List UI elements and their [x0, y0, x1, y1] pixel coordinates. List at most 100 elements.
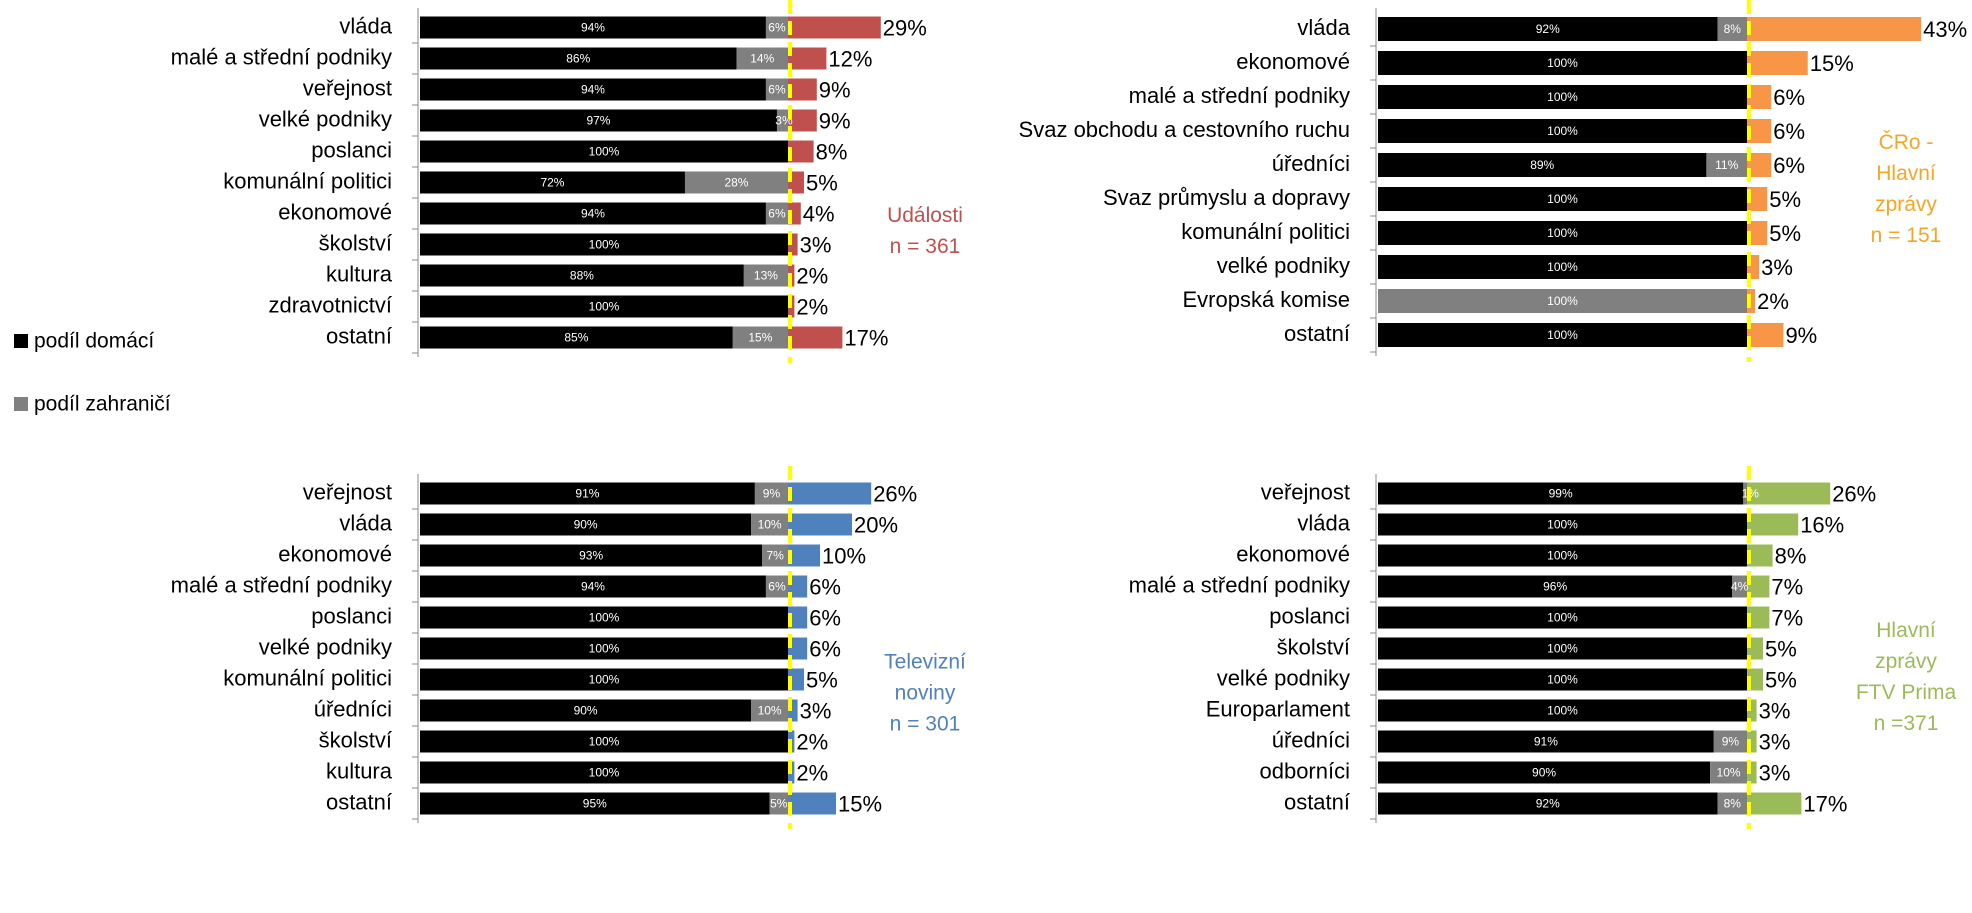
- bar-total: [788, 78, 817, 101]
- category-label: kultura: [326, 261, 393, 286]
- total-value-label: 2%: [796, 760, 828, 785]
- total-value-label: 8%: [1775, 543, 1807, 568]
- bar-foreign: [762, 544, 788, 567]
- bar-domestic: [1378, 119, 1747, 143]
- total-value-label: 3%: [1759, 760, 1791, 785]
- total-value-label: 26%: [873, 481, 917, 506]
- total-value-label: 5%: [806, 667, 838, 692]
- bar-foreign: [1717, 792, 1747, 815]
- total-value-label: 3%: [1759, 729, 1791, 754]
- foreign-value-label: 15%: [748, 331, 772, 345]
- bar-total: [1747, 221, 1768, 245]
- total-value-label: 5%: [1769, 187, 1801, 212]
- domestic-value-label: 96%: [1543, 580, 1567, 594]
- category-label: ekonomové: [1236, 541, 1350, 566]
- panel-title-line: Hlavní: [1876, 619, 1936, 642]
- domestic-value-label: 94%: [581, 83, 605, 97]
- domestic-value-label: 100%: [589, 145, 620, 159]
- foreign-value-label: 8%: [1724, 22, 1742, 36]
- bar-domestic: [420, 16, 766, 39]
- total-value-label: 9%: [819, 108, 851, 133]
- foreign-value-label: 7%: [766, 549, 784, 563]
- bar-foreign: [765, 202, 788, 225]
- foreign-value-label: 9%: [1722, 735, 1740, 749]
- bar-domestic: [420, 730, 788, 753]
- bar-domestic: [1378, 482, 1744, 505]
- total-value-label: 6%: [809, 574, 841, 599]
- domestic-value-label: 100%: [1547, 673, 1578, 687]
- bar-domestic: [420, 792, 770, 815]
- bar-foreign: [754, 482, 788, 505]
- bar-total: [1747, 17, 1922, 41]
- total-value-label: 6%: [1773, 85, 1805, 110]
- total-value-label: 5%: [1765, 667, 1797, 692]
- bar-domestic: [1378, 51, 1747, 75]
- bar-domestic: [420, 575, 766, 598]
- bar-domestic: [1378, 221, 1747, 245]
- domestic-value-label: 100%: [1547, 704, 1578, 718]
- bar-total: [1747, 575, 1770, 598]
- legend-swatch: [14, 397, 28, 411]
- foreign-value-label: 9%: [763, 487, 781, 501]
- bar-total: [788, 544, 820, 567]
- total-value-label: 12%: [828, 46, 872, 71]
- bar-domestic: [1378, 255, 1747, 279]
- category-label: vláda: [339, 510, 392, 535]
- bar-domestic: [420, 47, 737, 70]
- category-label: malé a střední podniky: [1129, 83, 1350, 108]
- bar-domestic: [1378, 544, 1747, 567]
- domestic-value-label: 94%: [581, 580, 605, 594]
- domestic-value-label: 100%: [589, 642, 620, 656]
- bar-domestic: [420, 78, 766, 101]
- foreign-value-label: 4%: [1731, 580, 1749, 594]
- bar-domestic: [420, 202, 766, 225]
- total-value-label: 7%: [1771, 605, 1803, 630]
- panel-cro: vláda 92% 8% 43% ekonomové 100% 15% malé a stře…: [1019, 0, 1967, 362]
- foreign-value-label: 5%: [770, 797, 788, 811]
- bar-total: [1747, 289, 1756, 313]
- bar-foreign: [1717, 17, 1747, 41]
- bar-total: [788, 47, 827, 70]
- bar-foreign: [1713, 730, 1747, 753]
- bar-domestic: [420, 264, 744, 287]
- bar-foreign: [1743, 482, 1747, 505]
- panel-title-line: n =371: [1874, 712, 1939, 735]
- panel-title-line: FTV Prima: [1856, 681, 1957, 704]
- bar-foreign: [732, 326, 788, 349]
- total-value-label: 5%: [1769, 221, 1801, 246]
- bar-total: [1747, 544, 1773, 567]
- bar-total: [788, 792, 836, 815]
- bar-foreign: [769, 792, 788, 815]
- bar-foreign: [743, 264, 788, 287]
- category-label: ostatní: [1284, 789, 1350, 814]
- bar-domestic: [420, 668, 788, 691]
- domestic-value-label: 99%: [1549, 487, 1573, 501]
- domestic-value-label: 100%: [1547, 260, 1578, 274]
- bar-foreign: [684, 171, 788, 194]
- bar-domestic: [1378, 668, 1747, 691]
- bar-foreign: [765, 575, 788, 598]
- domestic-value-label: 100%: [1547, 56, 1578, 70]
- bar-foreign: [776, 109, 788, 132]
- category-label: poslanci: [311, 137, 392, 162]
- total-value-label: 8%: [816, 139, 848, 164]
- bar-total: [1747, 187, 1768, 211]
- bar-domestic: [420, 544, 763, 567]
- bar-foreign: [1732, 575, 1747, 598]
- panel-title-line: zprávy: [1875, 650, 1937, 673]
- bar-domestic: [1378, 513, 1747, 536]
- bar-domestic: [1378, 792, 1718, 815]
- category-label: školství: [1277, 634, 1350, 659]
- category-label: velké podniky: [259, 106, 392, 131]
- total-value-label: 6%: [809, 636, 841, 661]
- domestic-value-label: 100%: [589, 673, 620, 687]
- panel-title-line: n = 361: [890, 235, 961, 258]
- total-value-label: 6%: [1773, 153, 1805, 178]
- total-value-label: 9%: [1785, 323, 1817, 348]
- bar-total: [1747, 699, 1757, 722]
- total-value-label: 4%: [803, 201, 835, 226]
- category-label: Evropská komise: [1182, 287, 1350, 312]
- bar-total: [788, 326, 843, 349]
- total-value-label: 15%: [838, 791, 882, 816]
